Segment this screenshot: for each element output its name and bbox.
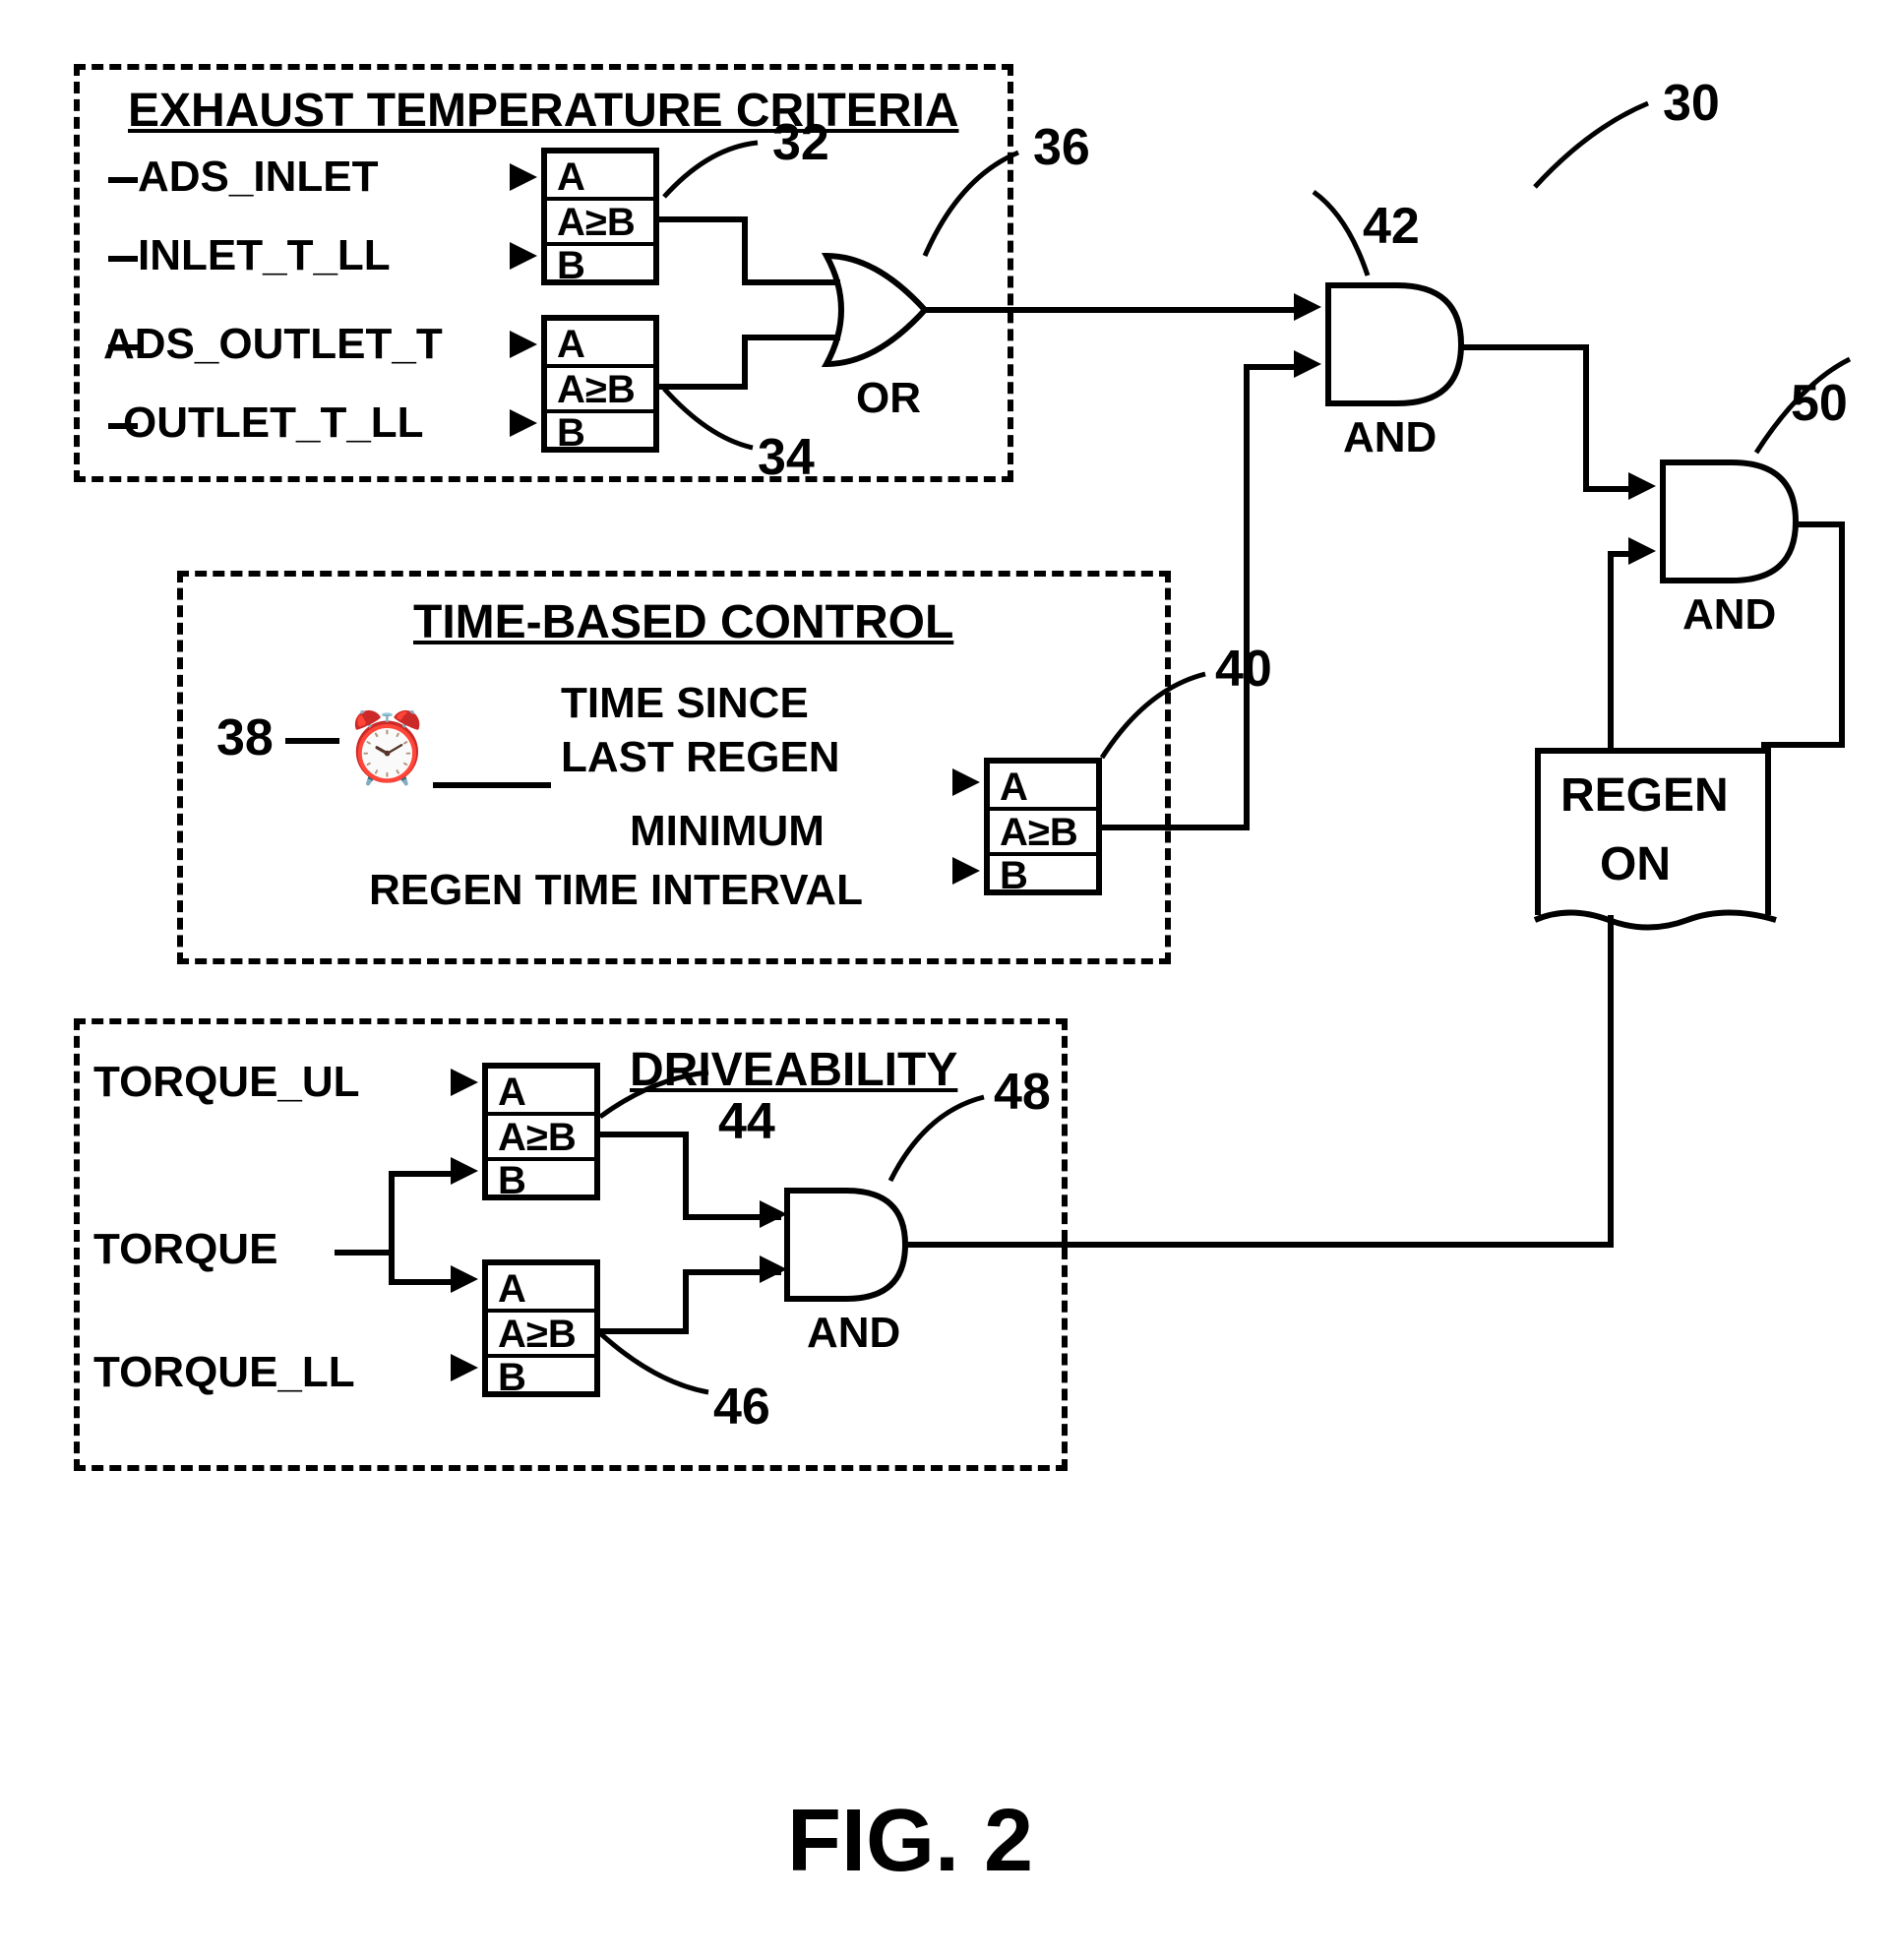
leader-40 (1097, 669, 1215, 767)
comparator-44: A A≥B B (482, 1063, 600, 1200)
comp-a: A (498, 1267, 526, 1312)
leader-36 (920, 148, 1028, 266)
signal-torque: TORQUE (93, 1225, 277, 1274)
comp-a: A (557, 155, 585, 200)
or-label: OR (856, 374, 921, 423)
comp-b: B (498, 1356, 526, 1400)
and-label-42: AND (1343, 413, 1437, 462)
ref-50: 50 (1791, 374, 1848, 433)
comparator-34: A A≥B B (541, 315, 659, 453)
time-title: TIME-BASED CONTROL (413, 595, 953, 649)
clock-icon: ⏰ (344, 708, 430, 789)
figure-label: FIG. 2 (787, 1791, 1033, 1892)
ref-44: 44 (718, 1092, 775, 1151)
comparator-32: A A≥B B (541, 148, 659, 285)
exhaust-title: EXHAUST TEMPERATURE CRITERIA (128, 84, 958, 138)
signal-ads-outlet: ADS_OUTLET_T (103, 320, 443, 369)
leader-46 (595, 1328, 713, 1407)
leader-44 (595, 1068, 713, 1127)
comp-rel: A≥B (498, 1116, 577, 1160)
comp-a: A (557, 323, 585, 367)
comp-b: B (557, 244, 585, 288)
ref-42: 42 (1363, 197, 1420, 256)
comparator-46: A A≥B B (482, 1259, 600, 1397)
comp-rel: A≥B (557, 201, 636, 245)
and-label-48: AND (807, 1309, 900, 1358)
ref-30: 30 (1663, 74, 1720, 133)
time-l3: MINIMUM (630, 807, 825, 856)
ref-46: 46 (713, 1378, 770, 1437)
ref-32: 32 (772, 113, 829, 172)
break-line (1530, 905, 1781, 935)
comp-a: A (1000, 766, 1028, 810)
diagram-canvas: EXHAUST TEMPERATURE CRITERIA A A≥B B A A… (0, 0, 1896, 1960)
leader-32 (659, 138, 767, 207)
comp-a: A (498, 1071, 526, 1115)
time-l1: TIME SINCE (561, 679, 809, 728)
ref-38: 38 (216, 708, 274, 767)
comp-b: B (498, 1159, 526, 1203)
leader-34 (659, 384, 758, 462)
regen-l2: ON (1600, 837, 1671, 891)
comparator-40: A A≥B B (984, 758, 1102, 895)
signal-torque-ll: TORQUE_LL (93, 1348, 355, 1397)
comp-rel: A≥B (498, 1313, 577, 1357)
regen-output: REGEN ON (1535, 748, 1771, 915)
and-label-50: AND (1682, 590, 1776, 640)
signal-torque-ul: TORQUE_UL (93, 1058, 360, 1107)
ref-48: 48 (994, 1063, 1051, 1122)
leader-30 (1530, 98, 1658, 197)
comp-rel: A≥B (1000, 811, 1078, 855)
time-l4: REGEN TIME INTERVAL (369, 866, 863, 915)
regen-l1: REGEN (1560, 768, 1729, 823)
comp-rel: A≥B (557, 368, 636, 412)
time-l2: LAST REGEN (561, 733, 840, 782)
signal-ads-inlet: ADS_INLET (138, 153, 378, 202)
ref-34: 34 (758, 428, 815, 487)
ref-36: 36 (1033, 118, 1090, 177)
comp-b: B (1000, 854, 1028, 898)
signal-outlet-tll: OUTLET_T_LL (123, 398, 424, 448)
comp-b: B (557, 411, 585, 456)
leader-48 (886, 1092, 994, 1191)
signal-inlet-tll: INLET_T_LL (138, 231, 391, 280)
